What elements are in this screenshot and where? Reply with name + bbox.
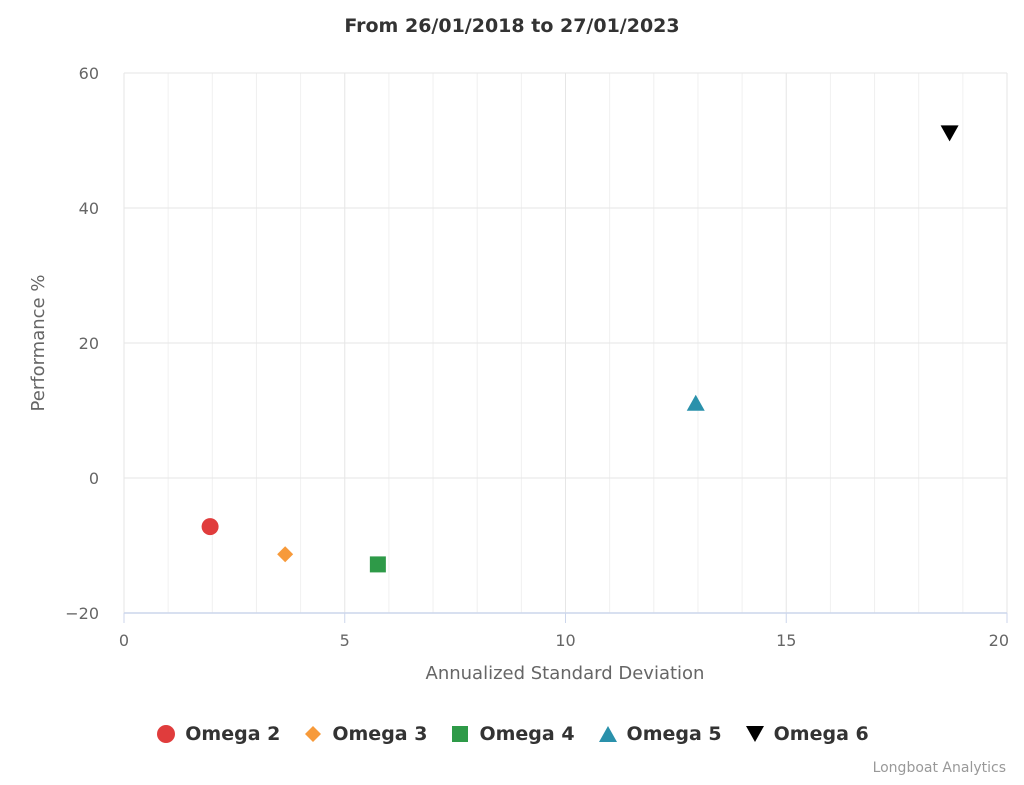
credits-link[interactable]: Longboat Analytics bbox=[872, 760, 1006, 776]
y-tick-label: 40 bbox=[79, 199, 99, 218]
chart-title: From 26/01/2018 to 27/01/2023 bbox=[344, 15, 679, 37]
y-tick-label: −20 bbox=[65, 604, 99, 623]
data-point-omega-6[interactable] bbox=[940, 125, 959, 142]
x-axis-ticks: 0 5 10 15 20 bbox=[119, 613, 1009, 650]
y-tick-label: 0 bbox=[89, 469, 99, 488]
legend-label: Omega 5 bbox=[626, 723, 722, 745]
data-point-omega-2[interactable] bbox=[201, 518, 219, 536]
y-axis-ticks: −20 0 20 40 60 bbox=[65, 64, 99, 623]
legend-label: Omega 3 bbox=[332, 723, 428, 745]
legend-label: Omega 4 bbox=[479, 723, 575, 745]
legend-item-omega-2[interactable]: Omega 2 bbox=[155, 723, 280, 745]
x-tick-label: 10 bbox=[555, 631, 575, 650]
square-marker-icon bbox=[449, 723, 471, 745]
scatter-chart: From 26/01/2018 to 27/01/2023 0 5 10 15 20 −… bbox=[28, 15, 1009, 684]
legend-item-omega-5[interactable]: Omega 5 bbox=[597, 723, 722, 745]
legend-item-omega-4[interactable]: Omega 4 bbox=[449, 723, 575, 745]
data-point-omega-5[interactable] bbox=[686, 394, 705, 411]
legend-label: Omega 2 bbox=[185, 723, 281, 745]
legend-item-omega-3[interactable]: Omega 3 bbox=[302, 723, 427, 745]
circle-marker-icon bbox=[155, 723, 177, 745]
x-tick-label: 5 bbox=[340, 631, 350, 650]
x-tick-label: 15 bbox=[776, 631, 796, 650]
data-points bbox=[201, 125, 959, 573]
x-tick-label: 0 bbox=[119, 631, 129, 650]
x-tick-label: 20 bbox=[989, 631, 1009, 650]
major-grid bbox=[123, 72, 1008, 613]
diamond-marker-icon bbox=[302, 723, 324, 745]
x-axis-label: Annualized Standard Deviation bbox=[426, 663, 705, 684]
triangle-down-marker-icon bbox=[744, 723, 766, 745]
legend-item-omega-6[interactable]: Omega 6 bbox=[744, 723, 869, 745]
triangle-marker-icon bbox=[597, 723, 619, 745]
y-tick-label: 60 bbox=[79, 64, 99, 83]
legend-label: Omega 6 bbox=[773, 723, 869, 745]
data-point-omega-4[interactable] bbox=[369, 556, 386, 573]
data-point-omega-3[interactable] bbox=[277, 546, 294, 563]
y-axis-label: Performance % bbox=[28, 275, 49, 412]
y-tick-label: 20 bbox=[79, 334, 99, 353]
legend: Omega 2 Omega 3 Omega 4 Omega 5 Omega 6 bbox=[0, 716, 1024, 752]
